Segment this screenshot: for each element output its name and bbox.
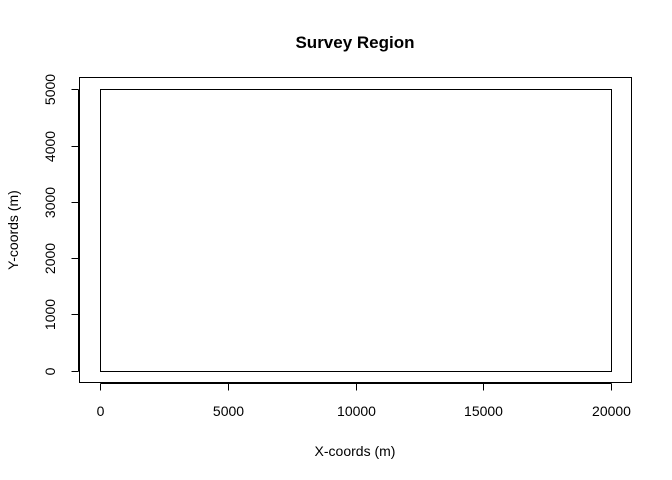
y-tick-label: 1000 (42, 299, 58, 330)
x-tick-label: 5000 (213, 403, 244, 419)
x-axis-label: X-coords (m) (315, 443, 396, 459)
y-axis-label: Y-coords (m) (5, 190, 21, 270)
y-tick-label: 0 (42, 367, 58, 375)
chart-title: Survey Region (295, 33, 414, 52)
x-tick-label: 10000 (337, 403, 376, 419)
y-axis: 0 1000 2000 3000 4000 5000 (42, 74, 79, 375)
y-tick-label: 5000 (42, 74, 58, 105)
y-tick-label: 2000 (42, 243, 58, 274)
x-tick-label: 15000 (464, 403, 503, 419)
x-axis: 0 5000 10000 15000 20000 (97, 383, 631, 419)
plot-frame (79, 77, 632, 383)
survey-region-boundary (100, 89, 612, 372)
x-tick-label: 0 (97, 403, 105, 419)
y-tick-label: 4000 (42, 131, 58, 162)
y-tick-label: 3000 (42, 187, 58, 218)
x-tick-label: 20000 (592, 403, 631, 419)
